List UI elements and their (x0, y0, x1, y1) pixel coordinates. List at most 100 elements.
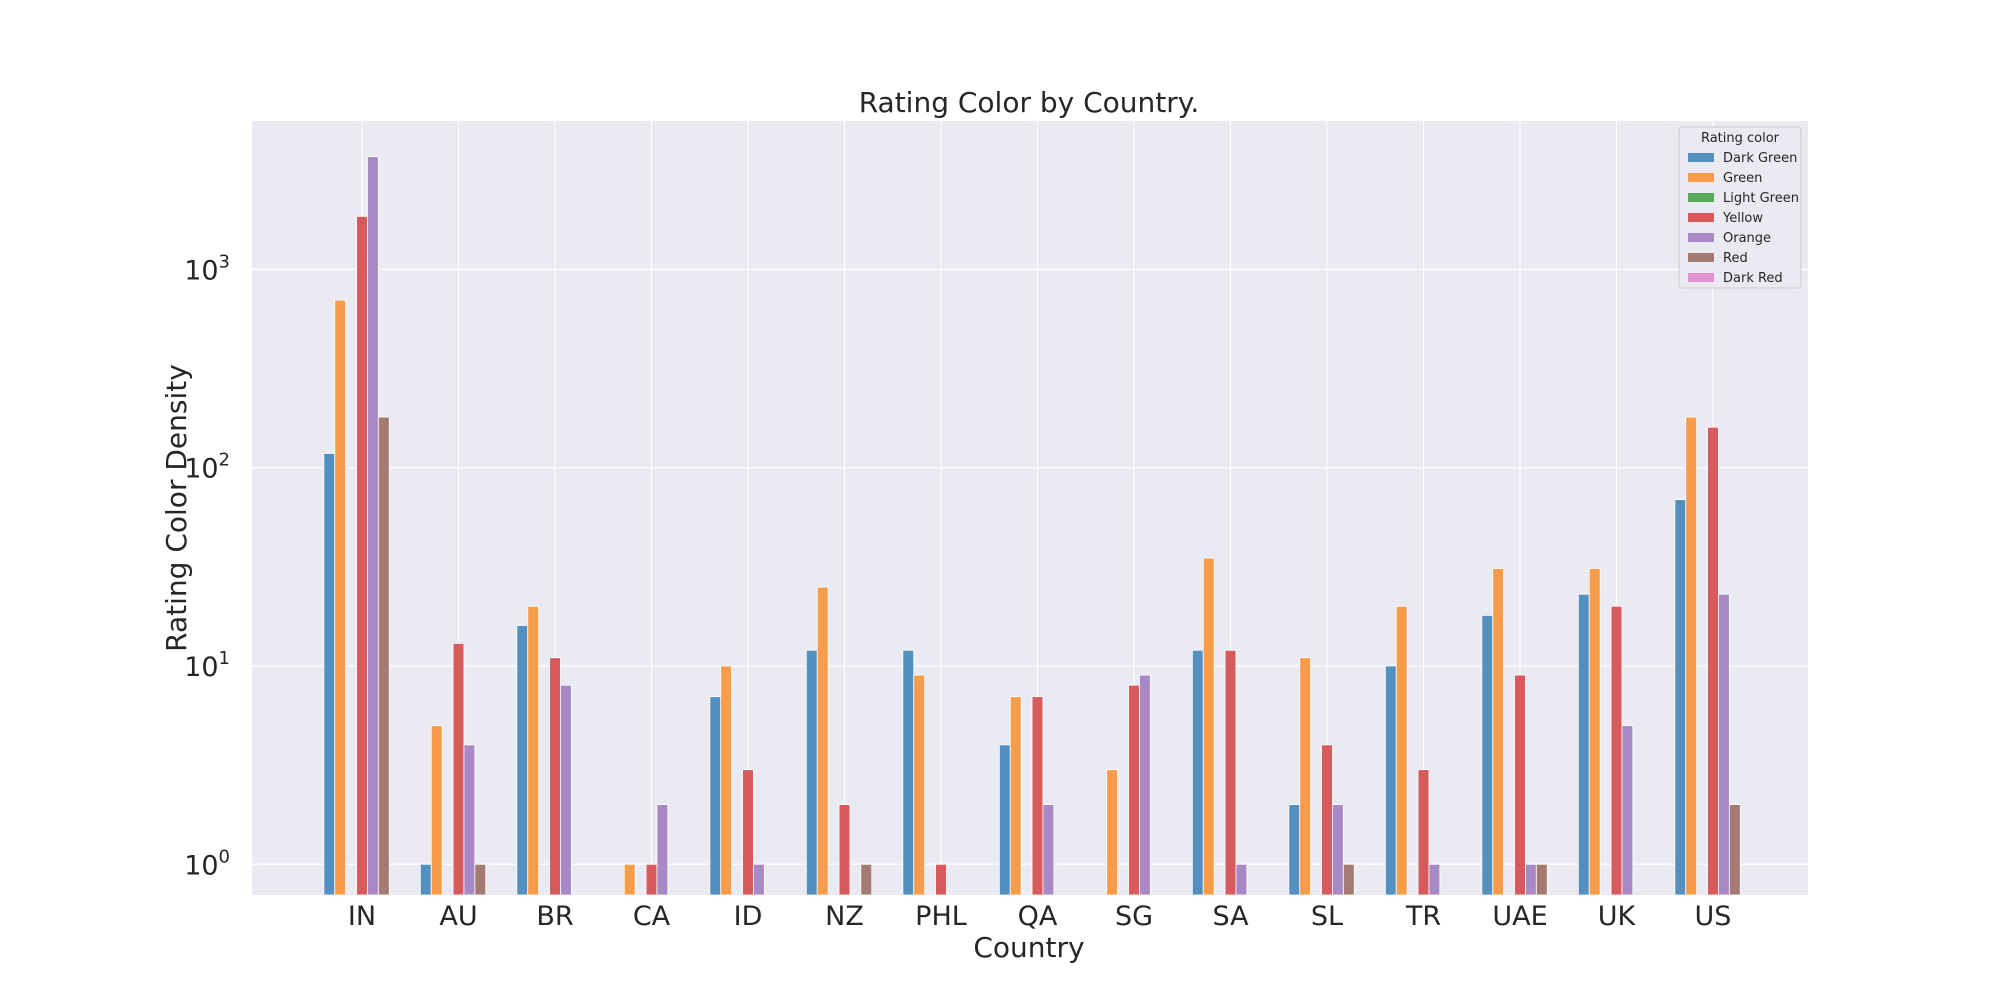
bar (1577, 593, 1590, 896)
bar (549, 657, 561, 896)
bar (1685, 416, 1698, 896)
bar (419, 863, 432, 896)
y-axis-title: Rating Color Density (160, 364, 193, 652)
plot-area (252, 121, 1808, 895)
bar (935, 863, 947, 896)
bar (1417, 769, 1430, 896)
legend-label: Light Green (1723, 191, 1799, 206)
bar (1042, 804, 1055, 896)
bar (1535, 863, 1548, 896)
bar (323, 453, 336, 896)
bar (753, 863, 765, 896)
bar (1299, 657, 1312, 896)
bar (334, 299, 347, 896)
x-tick-label: AU (439, 901, 477, 932)
x-tick-label: IN (348, 901, 376, 932)
chart-title: Rating Color by Country. (859, 86, 1200, 119)
bar (430, 725, 443, 896)
x-tick-label: SA (1212, 901, 1249, 932)
y-tick-label: 103 (184, 251, 230, 286)
x-tick-label: CA (633, 901, 671, 932)
legend-swatch (1688, 213, 1714, 222)
bar (656, 804, 669, 896)
bar (560, 684, 572, 896)
bar (474, 863, 487, 896)
bar (1728, 804, 1741, 896)
bar (1321, 744, 1333, 896)
y-tick-labels: 100 101 102 103 (184, 251, 230, 881)
x-tick-labels: IN AU BR CA ID NZ PHL QA SG SA SL TR UAE UK US (348, 901, 1732, 932)
bar (1514, 674, 1526, 896)
y-tick-label: 101 (184, 648, 230, 683)
x-tick-label: TR (1405, 901, 1441, 932)
bar (1031, 696, 1044, 896)
bar (1718, 593, 1730, 896)
bar (377, 416, 390, 896)
bar (742, 769, 754, 896)
bar (527, 605, 540, 896)
x-tick-label: US (1695, 901, 1732, 932)
bar (1395, 605, 1408, 896)
legend-label: Red (1723, 251, 1748, 266)
bar (1428, 863, 1441, 896)
x-tick-label: NZ (825, 901, 864, 932)
bar (463, 744, 476, 896)
x-axis-title: Country (973, 931, 1084, 964)
legend: Rating color Dark Green Green Light Green Y… (1678, 126, 1802, 289)
legend-swatch (1688, 233, 1714, 242)
y-tick-label: 102 (184, 450, 230, 485)
bar (516, 625, 529, 896)
legend-label: Green (1723, 171, 1762, 186)
legend-swatch (1688, 193, 1714, 202)
bar (1106, 769, 1119, 896)
bar (709, 696, 722, 896)
bar (1235, 863, 1248, 896)
bar (1674, 499, 1687, 896)
legend-title: Rating color (1701, 131, 1780, 146)
bar (860, 863, 873, 896)
bar (1139, 674, 1151, 896)
bar (1492, 568, 1505, 896)
x-tick-label: SG (1115, 901, 1153, 932)
bars (323, 156, 1741, 896)
x-tick-label: ID (734, 901, 763, 932)
legend-swatch (1688, 153, 1714, 162)
bar (1525, 863, 1537, 896)
bar (645, 863, 658, 896)
bar (1707, 426, 1719, 896)
x-tick-label: QA (1018, 901, 1058, 932)
bar (623, 863, 636, 896)
bar (367, 156, 379, 896)
bar (902, 649, 915, 896)
bar (1128, 684, 1140, 896)
bar (1288, 804, 1301, 896)
x-tick-label: PHL (915, 901, 967, 932)
bar (720, 665, 733, 896)
bar (1224, 649, 1237, 896)
bar (1332, 804, 1344, 896)
bar (452, 642, 465, 896)
bar (1009, 696, 1022, 896)
bar (805, 649, 818, 896)
legend-box (1678, 126, 1802, 289)
bar (1191, 649, 1204, 896)
legend-label: Dark Green (1723, 151, 1797, 166)
x-tick-label: UAE (1492, 901, 1547, 932)
bar (913, 674, 926, 896)
legend-swatch (1688, 173, 1714, 182)
legend-label: Dark Red (1723, 271, 1783, 286)
x-tick-label: BR (536, 901, 573, 932)
bar (838, 804, 851, 896)
legend-swatch (1688, 273, 1714, 282)
bar (1621, 725, 1634, 896)
bar (1384, 665, 1397, 896)
legend-swatch (1688, 253, 1714, 262)
bar (356, 215, 368, 896)
y-tick-label: 100 (184, 846, 230, 881)
bar (1481, 614, 1494, 896)
bar (998, 744, 1011, 896)
bar (1588, 568, 1601, 896)
bar (1202, 557, 1215, 896)
bar (1342, 863, 1355, 896)
